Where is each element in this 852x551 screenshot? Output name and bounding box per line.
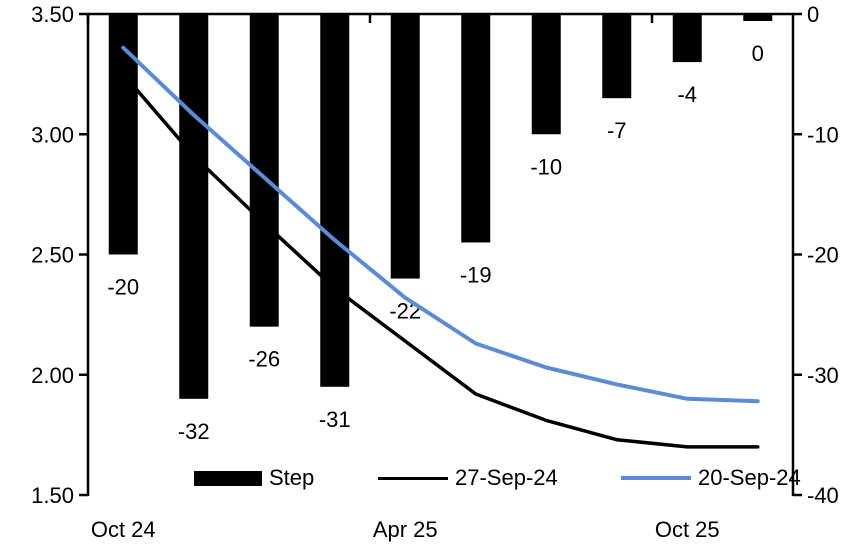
legend-item-20-sep-24: 20-Sep-24 (621, 462, 801, 494)
right-axis-tick-label: -30 (807, 363, 839, 388)
x-axis-label: Oct 24 (91, 517, 156, 542)
legend-item-step: Step (194, 462, 314, 494)
step-bar-swatch (194, 470, 262, 486)
left-axis-tick-label: 3.50 (31, 2, 74, 27)
series-line-27-sep-24 (121, 72, 760, 449)
line-swatch-27-sep-24 (378, 476, 448, 480)
bar-value-label: -32 (178, 419, 210, 444)
step-bar (531, 14, 561, 135)
bar-value-label: -22 (389, 299, 421, 324)
step-bar (249, 14, 279, 327)
bar-value-label: -4 (677, 82, 697, 107)
step-bar (672, 14, 702, 63)
right-axis-tick-label: -10 (807, 122, 839, 147)
legend-label-step: Step (269, 465, 315, 490)
bar-value-label: -10 (530, 154, 562, 179)
right-axis-tick-label: 0 (807, 2, 819, 27)
step-bar (390, 14, 420, 279)
bar-value-label: 0 (752, 41, 764, 66)
x-axis-label: Oct 25 (655, 517, 720, 542)
bar-value-label: -19 (460, 262, 492, 287)
legend-label-27-sep-24: 27-Sep-24 (455, 465, 558, 490)
bar-value-label: -7 (607, 118, 627, 143)
step-bar (108, 14, 138, 255)
chart-legend: Step 27-Sep-24 20-Sep-24 (0, 462, 852, 494)
x-axis-label: Apr 25 (373, 517, 438, 542)
bar-value-label: -20 (107, 275, 139, 300)
step-bar (179, 14, 209, 399)
legend-item-27-sep-24: 27-Sep-24 (378, 462, 558, 494)
right-axis-tick-label: -20 (807, 243, 839, 268)
left-axis-tick-label: 3.00 (31, 122, 74, 147)
bar-value-label: -26 (248, 347, 280, 372)
legend-label-20-sep-24: 20-Sep-24 (698, 465, 801, 490)
bar-value-label: -31 (319, 407, 351, 432)
line-swatch-20-sep-24 (621, 476, 691, 480)
left-axis-tick-label: 2.50 (31, 243, 74, 268)
left-axis-tick-label: 2.00 (31, 363, 74, 388)
step-bar (602, 14, 632, 99)
step-bar (320, 14, 350, 387)
series-line-20-sep-24 (121, 45, 760, 404)
step-bar (743, 14, 773, 21)
step-bar (461, 14, 491, 243)
